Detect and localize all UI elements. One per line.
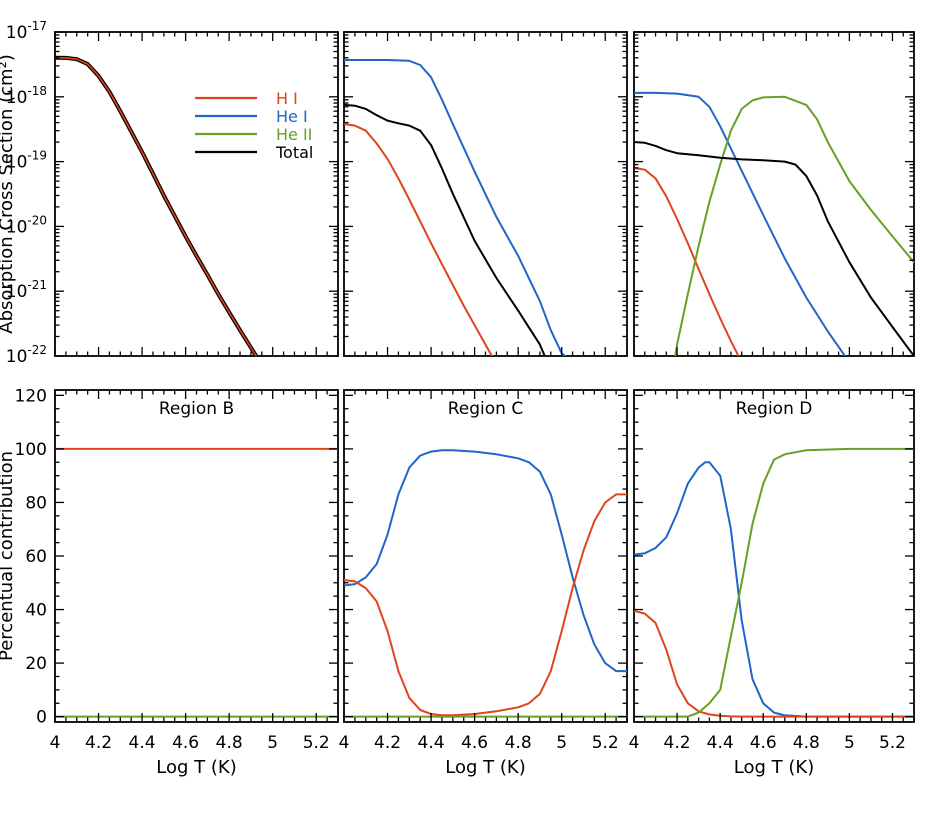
- x-tick-label: 5: [267, 733, 278, 753]
- series-line-h-i: [344, 493, 627, 717]
- axis-ticks: [54, 31, 915, 722]
- y-tick-label: 60: [25, 547, 47, 567]
- y-tick-label: 100: [15, 440, 47, 460]
- panel-frame-bottom-middle: [343, 389, 628, 723]
- x-tick-label: 4.6: [172, 733, 199, 753]
- series-group-bottom-middle: [344, 449, 627, 718]
- region-title: Region B: [159, 399, 234, 419]
- y-tick-label: 10-22: [6, 343, 47, 367]
- series-group-top-left: [55, 55, 259, 356]
- y-tick-label: 120: [15, 386, 47, 406]
- x-tick-label: 4.2: [85, 733, 112, 753]
- legend-label-total: Total: [275, 143, 313, 162]
- series-line-he-ii: [634, 447, 914, 718]
- y-tick-label: 20: [25, 654, 47, 674]
- x-tick-label: 4: [629, 733, 640, 753]
- y-tick-base: 10: [6, 23, 28, 43]
- y-tick-label: 10-18: [6, 84, 47, 108]
- y-tick-label: 10-17: [6, 19, 47, 43]
- x-tick-label: 5.2: [592, 733, 619, 753]
- legend-label-h-i: H I: [276, 89, 298, 108]
- series-group-bottom-left: [55, 447, 338, 718]
- series-line-he-i: [634, 91, 847, 356]
- panel-frame-bottom-right: [633, 389, 915, 723]
- y-tick-base: 10: [6, 217, 28, 237]
- series-line-he-i: [634, 461, 914, 718]
- y-tick-label: 10-19: [6, 149, 47, 173]
- legend-label-he-ii: He II: [276, 125, 312, 144]
- y-tick-base: 10: [6, 347, 28, 367]
- legend-label-he-i: He I: [276, 107, 308, 126]
- x-tick-label: 4.6: [461, 733, 488, 753]
- region-title: Region C: [448, 399, 523, 419]
- y-tick-exponent: -21: [27, 278, 47, 292]
- y-tick-exponent: -19: [27, 149, 47, 163]
- x-tick-label: 4.8: [216, 733, 243, 753]
- series-line-h-i: [344, 123, 494, 356]
- x-tick-label: 4: [339, 733, 350, 753]
- series-group-bottom-right: [634, 447, 914, 718]
- y-tick-label: 10-20: [6, 213, 47, 237]
- x-tick-label: 5: [556, 733, 567, 753]
- panel-frame-top-left: [54, 31, 339, 357]
- x-tick-label: 4.6: [750, 733, 777, 753]
- y-tick-base: 10: [6, 153, 28, 173]
- series-line-he-i: [344, 449, 627, 673]
- x-tick-label: 5.2: [303, 733, 330, 753]
- series-line-he-i: [344, 59, 567, 356]
- x-tick-label: 5: [844, 733, 855, 753]
- series-line-h-i: [634, 166, 740, 356]
- chart-text: 10-1710-1810-1910-2010-2110-220204060801…: [0, 19, 906, 778]
- region-title: Region D: [736, 399, 813, 419]
- y-tick-label: 0: [36, 708, 47, 728]
- x-tick-label: 4.4: [418, 733, 445, 753]
- x-axis-title: Log T (K): [156, 757, 236, 778]
- y-axis-title-bottom: Percentual contribution: [0, 451, 17, 661]
- y-tick-exponent: -18: [27, 84, 47, 98]
- y-tick-exponent: -17: [27, 19, 47, 33]
- series-line-total: [634, 141, 914, 356]
- x-tick-label: 4.8: [505, 733, 532, 753]
- x-tick-label: 4.8: [793, 733, 820, 753]
- x-tick-label: 4.2: [374, 733, 401, 753]
- series-group-top-middle: [344, 59, 567, 356]
- y-tick-exponent: -20: [27, 213, 47, 227]
- x-axis-title: Log T (K): [445, 757, 525, 778]
- x-axis-title: Log T (K): [734, 757, 814, 778]
- series-line-total: [344, 103, 546, 356]
- y-tick-label: 40: [25, 601, 47, 621]
- x-tick-label: 4.4: [129, 733, 156, 753]
- x-tick-label: 4: [50, 733, 61, 753]
- x-tick-label: 4.2: [664, 733, 691, 753]
- y-tick-label: 80: [25, 493, 47, 513]
- chart-series: [55, 55, 914, 718]
- series-line-he-ii: [674, 95, 914, 356]
- y-tick-base: 10: [6, 282, 28, 302]
- series-line-total: [55, 55, 259, 356]
- y-tick-base: 10: [6, 88, 28, 108]
- panel-frames: [54, 31, 915, 723]
- series-line-h-i: [634, 609, 914, 718]
- x-tick-label: 5.2: [879, 733, 906, 753]
- x-tick-label: 4.4: [707, 733, 734, 753]
- panel-frame-top-right: [633, 31, 915, 357]
- y-tick-label: 10-21: [6, 278, 47, 302]
- y-tick-exponent: -22: [27, 343, 47, 357]
- panel-frame-bottom-left: [54, 389, 339, 723]
- series-group-top-right: [634, 91, 914, 356]
- series-line-h-i: [55, 56, 258, 356]
- y-axis-title-top: Absorption Cross Section (cm²): [0, 54, 17, 334]
